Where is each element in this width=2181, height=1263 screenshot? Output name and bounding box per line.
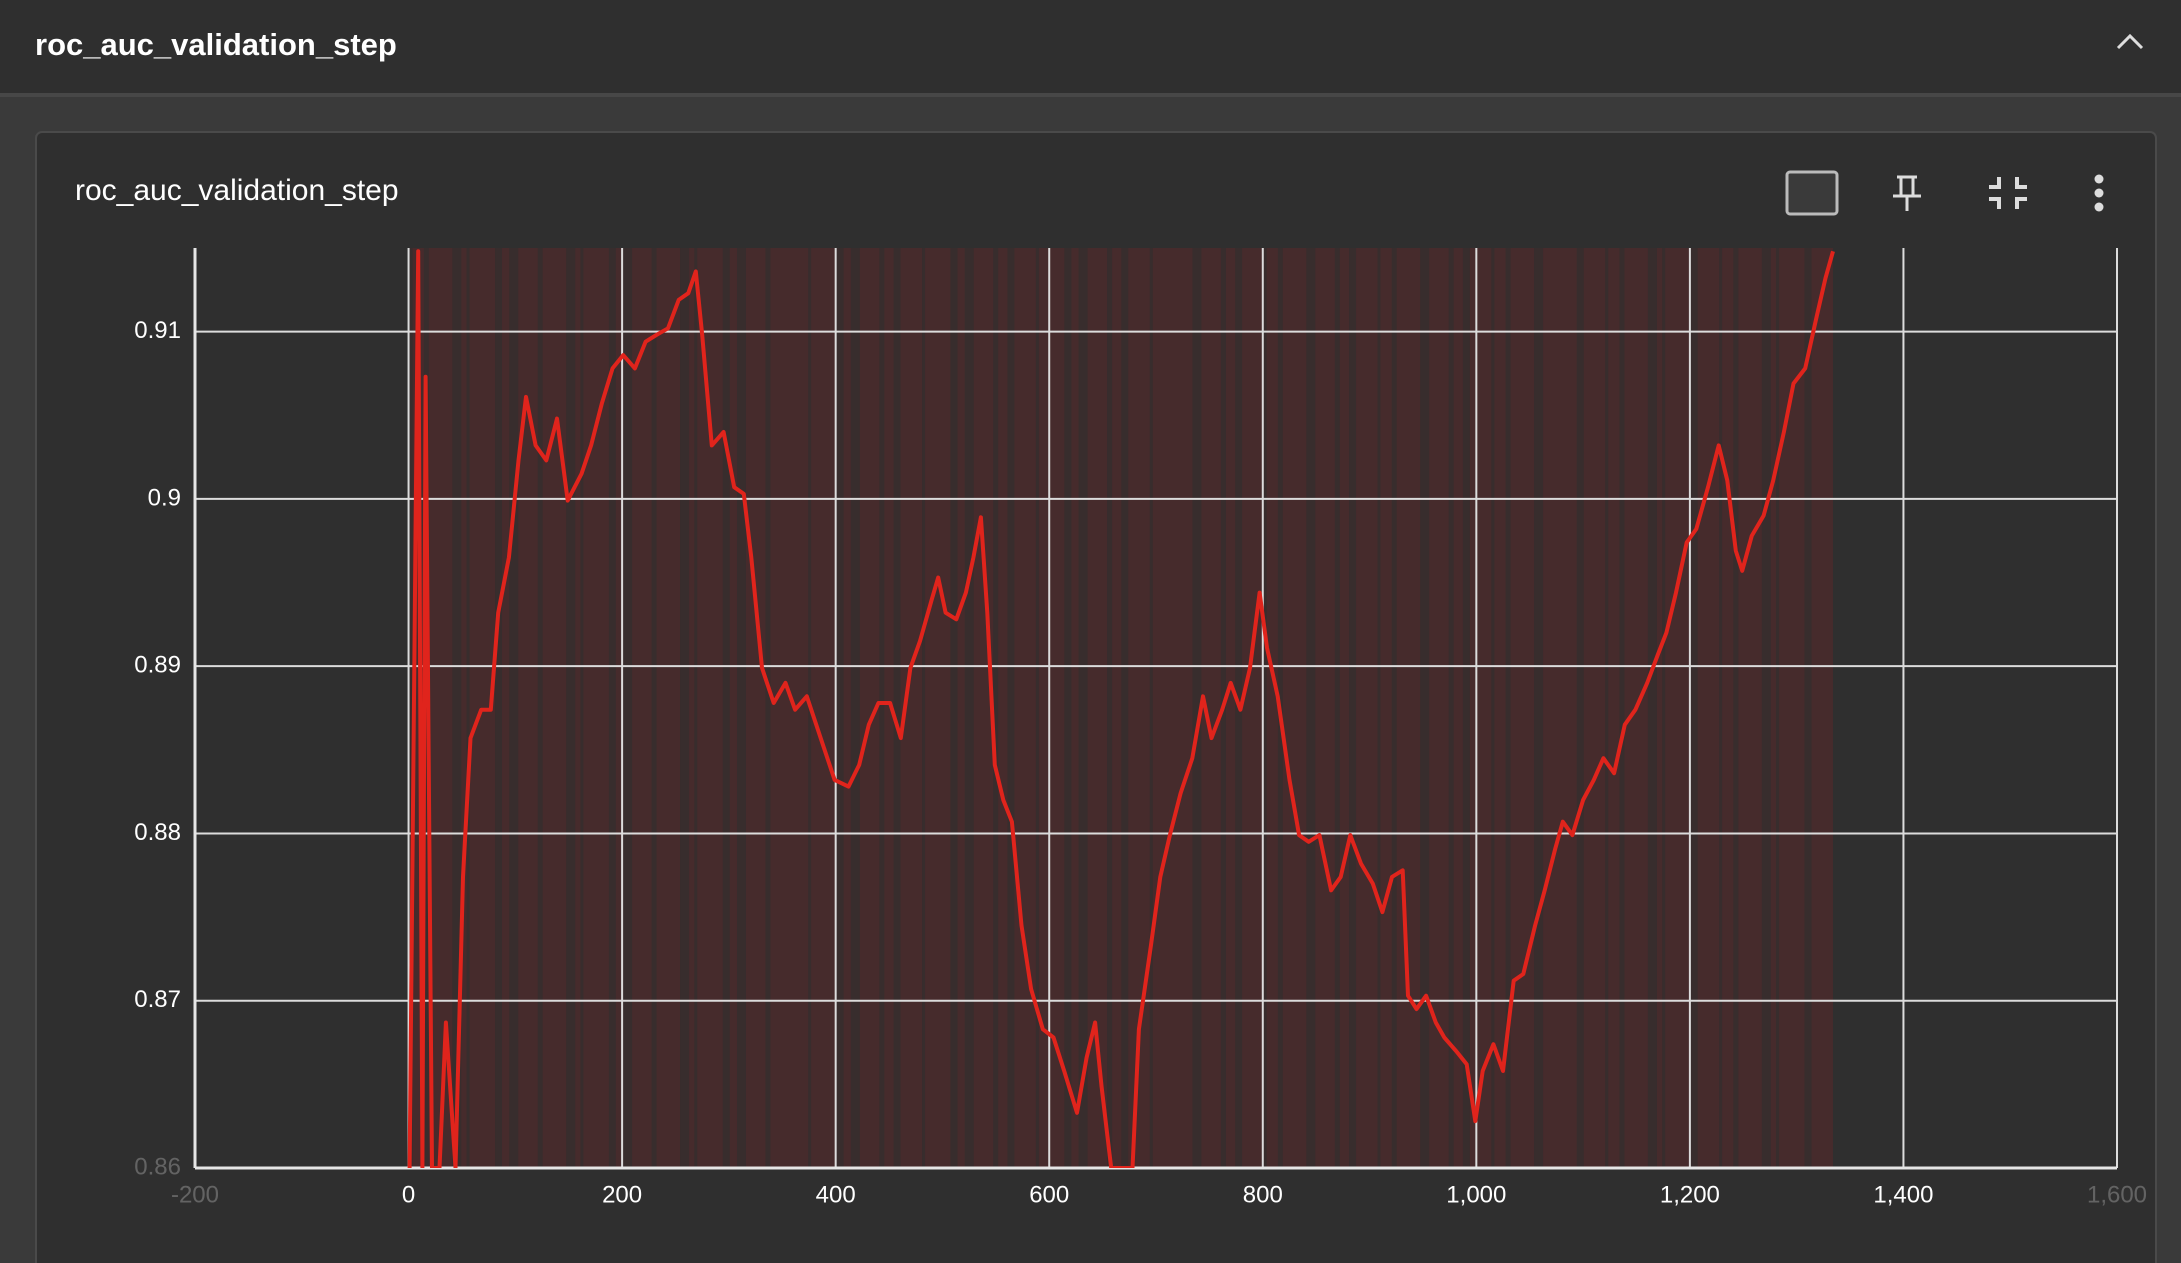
raw-data-gap: [765, 248, 771, 1168]
raw-data-gap: [608, 248, 616, 1168]
raw-data-gap: [964, 248, 974, 1168]
raw-data-gap: [623, 248, 633, 1168]
raw-data-gap: [850, 248, 860, 1168]
raw-data-gap: [651, 248, 657, 1168]
raw-data-gap: [509, 248, 519, 1168]
raw-data-gap: [1078, 248, 1088, 1168]
menu-dot: [2094, 174, 2104, 184]
raw-data-gap: [1149, 248, 1153, 1168]
raw-data-gap: [1662, 248, 1666, 1168]
raw-data-gap: [1121, 248, 1129, 1168]
raw-data-gap: [452, 248, 462, 1168]
raw-data-gap: [1306, 248, 1316, 1168]
raw-data-gap: [879, 248, 885, 1168]
raw-data-gap: [1420, 248, 1430, 1168]
x-tick-label: 600: [1029, 1181, 1069, 1208]
raw-data-gap: [1064, 248, 1072, 1168]
menu-button[interactable]: [2094, 174, 2104, 212]
menu-dot: [2094, 188, 2104, 198]
raw-data-gap: [1349, 248, 1357, 1168]
raw-data-gap: [1733, 248, 1739, 1168]
header-divider: [0, 93, 2181, 97]
raw-data-gap: [1263, 248, 1267, 1168]
collapse-chart-button[interactable]: [1989, 177, 2027, 209]
raw-data-gap: [893, 248, 901, 1168]
raw-data-gap: [1007, 248, 1015, 1168]
raw-data-gap: [736, 248, 746, 1168]
raw-data-gap: [1505, 248, 1511, 1168]
raw-data-gap: [1107, 248, 1113, 1168]
raw-data-gap: [495, 248, 503, 1168]
raw-data-gap: [466, 248, 470, 1168]
raw-data-gap: [580, 248, 584, 1168]
fit-icon: [1785, 170, 1839, 216]
raw-data-gap: [950, 248, 958, 1168]
raw-data-gap: [1534, 248, 1544, 1168]
y-tick-label: 0.9: [148, 484, 181, 511]
raw-data-gap: [993, 248, 999, 1168]
x-tick-label: 0: [402, 1181, 415, 1208]
y-tick-label: 0.89: [134, 652, 181, 679]
plot-area: 0.86 0.87 0.88 0.89 0.9 0.91 -200 0 200 400 600 800…: [134, 248, 2147, 1208]
raw-data-gap: [409, 248, 413, 1168]
x-tick-label: 200: [602, 1181, 642, 1208]
raw-data-gap: [1377, 248, 1381, 1168]
raw-data-gap: [922, 248, 926, 1168]
menu-dot: [2094, 202, 2104, 212]
raw-data-gap: [1391, 248, 1397, 1168]
pin-icon: [1893, 175, 1921, 211]
y-tick-label: 0.87: [134, 986, 181, 1013]
header-bar: [0, 0, 2181, 93]
fit-button[interactable]: [1785, 170, 1839, 216]
y-tick-label: 0.86: [134, 1153, 181, 1180]
card-title: roc_auc_validation_step: [75, 174, 399, 207]
y-tick-label: 0.91: [134, 317, 181, 344]
raw-data-gap: [1647, 248, 1657, 1168]
raw-data-gap: [1719, 248, 1723, 1168]
x-tick-label: 800: [1243, 1181, 1283, 1208]
raw-data-gap: [566, 248, 576, 1168]
raw-data-gap: [1491, 248, 1495, 1168]
x-tick-label: 1,200: [1660, 1181, 1720, 1208]
raw-data-gap: [1035, 248, 1039, 1168]
shrink-icon: [1989, 177, 2027, 209]
raw-data-gap: [1605, 248, 1609, 1168]
series-line: [407, 249, 1835, 1168]
raw-data-gap: [1192, 248, 1202, 1168]
y-tick-label: 0.88: [134, 819, 181, 846]
raw-data-gap: [1776, 248, 1780, 1168]
raw-data-gap: [1448, 248, 1454, 1168]
x-tick-label: 1,600: [2087, 1181, 2147, 1208]
raw-data-gap: [836, 248, 844, 1168]
raw-data-gap: [722, 248, 730, 1168]
raw-data-gap: [694, 248, 698, 1168]
x-tick-label: -200: [171, 1181, 219, 1208]
raw-data-gap: [1804, 248, 1812, 1168]
raw-data-gap: [1462, 248, 1470, 1168]
raw-data-gap: [1761, 248, 1771, 1168]
x-tick-label: 1,400: [1873, 1181, 1933, 1208]
collapse-button[interactable]: [2116, 33, 2144, 50]
raw-data-gap: [1334, 248, 1340, 1168]
group-title: roc_auc_validation_step: [35, 27, 397, 62]
raw-data-gap: [537, 248, 543, 1168]
raw-data-gap: [680, 248, 690, 1168]
raw-data-gap: [1576, 248, 1584, 1168]
x-tick-label: 400: [816, 1181, 856, 1208]
raw-data-gap: [1690, 248, 1698, 1168]
x-tick-label: 1,000: [1446, 1181, 1506, 1208]
pin-button[interactable]: [1893, 175, 1921, 211]
raw-data-gap: [1619, 248, 1625, 1168]
